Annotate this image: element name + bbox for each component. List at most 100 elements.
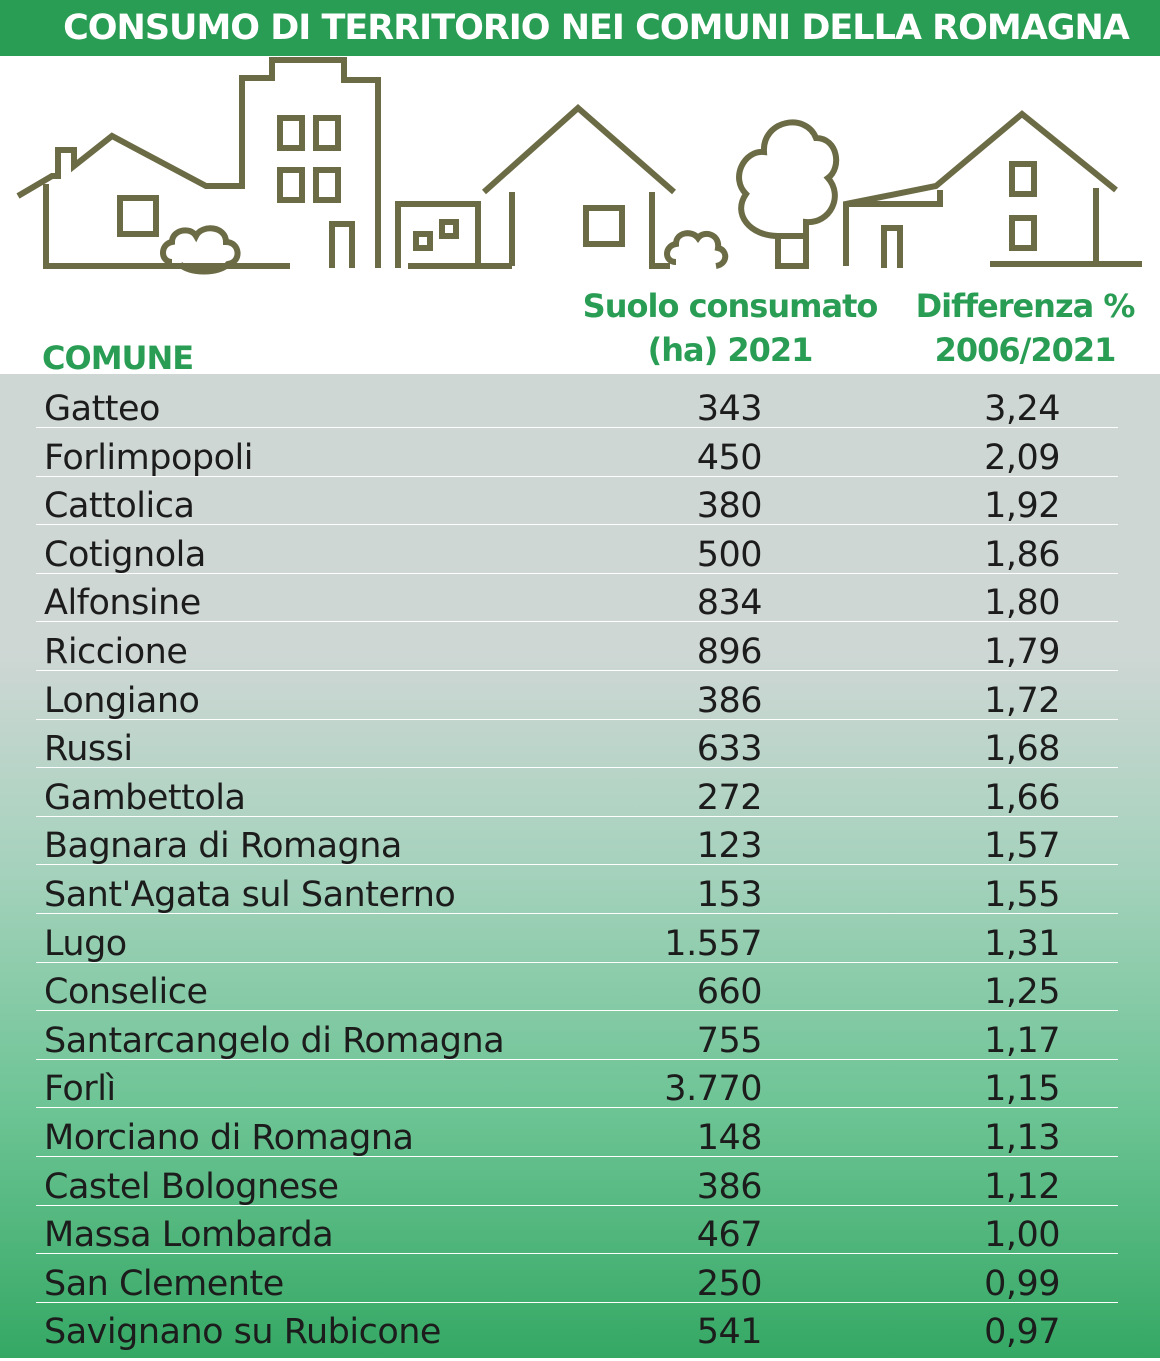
annex-outline	[395, 201, 481, 268]
door	[329, 221, 355, 268]
table-row: Alfonsine 834 1,80	[36, 574, 1118, 624]
cell-differenza: 0,99	[984, 1263, 1060, 1304]
window	[413, 231, 433, 251]
table-row: Savignano su Rubicone 541 0,97	[36, 1303, 1118, 1353]
header-differenza: Differenza % 2006/2021	[900, 284, 1150, 372]
cell-suolo-consumato: 896	[696, 632, 763, 672]
window	[583, 205, 625, 247]
cell-comune: Lugo	[44, 923, 127, 964]
house-wall	[509, 192, 670, 269]
cell-differenza: 1,57	[984, 826, 1060, 867]
cell-comune: San Clemente	[44, 1263, 284, 1304]
header-suolo-line1: Suolo consumato	[582, 287, 879, 325]
cell-differenza: 3,24	[984, 389, 1060, 429]
cell-suolo-consumato: 386	[696, 1166, 763, 1207]
cell-suolo-consumato: 834	[696, 583, 763, 624]
header-suolo-line2: (ha) 2021	[647, 331, 814, 369]
cell-suolo-consumato: 272	[696, 777, 763, 818]
house-outline	[843, 110, 1118, 266]
house-wall	[846, 188, 1142, 267]
town-skyline-illustration	[16, 57, 1142, 275]
window	[439, 219, 459, 239]
cell-comune: Castel Bolognese	[44, 1166, 339, 1207]
cell-comune: Forlì	[44, 1069, 116, 1110]
table-row: Russi 633 1,68	[36, 720, 1118, 770]
table-row: Cattolica 380 1,92	[36, 477, 1118, 527]
table-row: Longiano 386 1,72	[36, 672, 1118, 721]
table-row: Forlì 3.770 1,15	[36, 1060, 1118, 1110]
cell-comune: Alfonsine	[44, 583, 201, 624]
cell-suolo-consumato: 660	[696, 972, 763, 1013]
cell-differenza: 1,31	[984, 923, 1060, 964]
cell-differenza: 1,15	[984, 1069, 1060, 1110]
table-row: Castel Bolognese 386 1,12	[36, 1158, 1118, 1207]
cell-differenza: 1,00	[984, 1215, 1060, 1256]
window	[1009, 215, 1037, 251]
cell-comune: Cotignola	[44, 534, 206, 575]
cell-suolo-consumato: 3.770	[664, 1069, 762, 1110]
cell-differenza: 1,17	[984, 1020, 1060, 1061]
header-diff-line1: Differenza %	[915, 287, 1136, 325]
cell-suolo-consumato: 633	[696, 729, 763, 770]
cell-differenza: 1,66	[984, 777, 1060, 818]
cell-suolo-consumato: 467	[696, 1215, 763, 1256]
data-table: Gatteo 343 3,24 Forlimpopoli 450 2,09 Cattolic…	[0, 374, 1160, 1358]
cell-differenza: 1,86	[984, 534, 1060, 575]
cell-comune: Massa Lombarda	[44, 1215, 334, 1256]
table-row: Lugo 1.557 1,31	[36, 915, 1118, 964]
cell-suolo-consumato: 250	[696, 1263, 763, 1304]
table-row: San Clemente 250 0,99	[36, 1255, 1118, 1304]
cell-differenza: 1,68	[984, 729, 1060, 770]
window	[117, 195, 159, 237]
house-wall	[43, 184, 290, 269]
header-comune: COMUNE	[42, 339, 194, 377]
cell-comune: Gambettola	[44, 777, 246, 818]
cell-suolo-consumato: 755	[696, 1020, 763, 1061]
table-row: Conselice 660 1,25	[36, 963, 1118, 1013]
header-suolo-consumato: Suolo consumato (ha) 2021	[570, 284, 890, 372]
cell-differenza: 1,72	[984, 680, 1060, 721]
cell-differenza: 0,97	[984, 1312, 1060, 1353]
cell-comune: Morciano di Romagna	[44, 1118, 414, 1158]
table-row: Massa Lombarda 467 1,00	[36, 1206, 1118, 1256]
window	[313, 115, 341, 151]
door	[881, 225, 903, 268]
cell-comune: Longiano	[44, 680, 200, 721]
table-row: Forlimpopoli 450 2,09	[36, 429, 1118, 478]
cell-differenza: 1,79	[984, 632, 1060, 672]
cell-comune: Cattolica	[44, 486, 195, 527]
cell-comune: Sant'Agata sul Santerno	[44, 875, 456, 915]
cell-suolo-consumato: 148	[696, 1118, 763, 1158]
cell-comune: Forlimpopoli	[44, 437, 253, 478]
cell-differenza: 2,09	[984, 437, 1060, 478]
bush	[664, 230, 729, 269]
window	[313, 167, 341, 203]
cell-comune: Savignano su Rubicone	[44, 1312, 441, 1353]
header-diff-line2: 2006/2021	[934, 331, 1117, 369]
window	[277, 167, 305, 203]
cell-comune: Riccione	[44, 632, 188, 672]
table-row: Gambettola 272 1,66	[36, 769, 1118, 818]
cell-suolo-consumato: 153	[696, 875, 763, 915]
tree-crown	[736, 119, 839, 239]
cell-comune: Gatteo	[44, 389, 160, 429]
table-row: Cotignola 500 1,86	[36, 526, 1118, 575]
title-bar: CONSUMO DI TERRITORIO NEI COMUNI DELLA R…	[0, 0, 1160, 56]
house-outline	[482, 103, 676, 195]
table-row: Gatteo 343 3,24	[36, 380, 1118, 429]
cell-suolo-consumato: 1.557	[664, 923, 762, 964]
window	[277, 115, 305, 151]
house-outline	[16, 57, 381, 268]
page-title: CONSUMO DI TERRITORIO NEI COMUNI DELLA R…	[63, 8, 1130, 48]
cell-suolo-consumato: 450	[696, 437, 763, 478]
cell-differenza: 1,55	[984, 875, 1060, 915]
cell-differenza: 1,13	[984, 1118, 1060, 1158]
cell-suolo-consumato: 500	[696, 534, 763, 575]
cell-comune: Russi	[44, 729, 133, 770]
table-row: Morciano di Romagna 148 1,13	[36, 1109, 1118, 1158]
cell-suolo-consumato: 541	[696, 1312, 763, 1353]
cell-differenza: 1,92	[984, 486, 1060, 527]
cell-suolo-consumato: 386	[696, 680, 763, 721]
cell-suolo-consumato: 343	[696, 389, 763, 429]
cell-differenza: 1,12	[984, 1166, 1060, 1207]
